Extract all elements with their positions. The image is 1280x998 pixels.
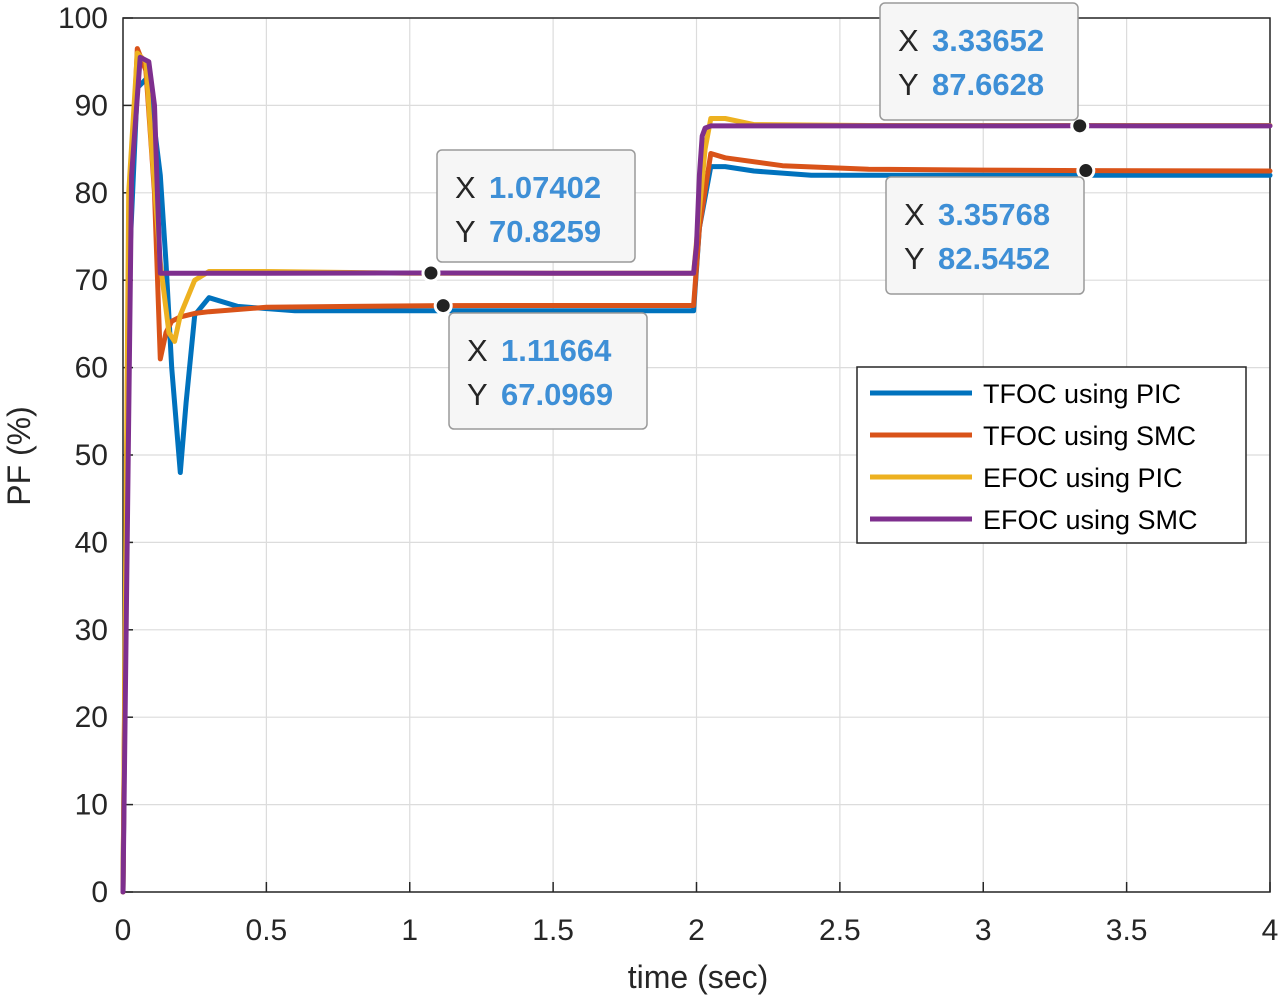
datatip-x-value: 1.11664 xyxy=(501,333,612,368)
x-tick-label: 0.5 xyxy=(246,914,288,947)
datatip: X 3.35768 Y 82.5452 xyxy=(885,176,1085,295)
datatip-y-key: Y xyxy=(904,241,925,276)
datatip-marker xyxy=(433,296,453,316)
x-axis-label: time (sec) xyxy=(628,959,768,995)
datatip-marker xyxy=(1070,116,1090,136)
y-tick-label: 30 xyxy=(75,614,108,647)
y-tick-label: 60 xyxy=(75,352,108,385)
datatip-box xyxy=(885,176,1085,295)
datatip-marker xyxy=(1076,161,1096,181)
legend: TFOC using PIC TFOC using SMC EFOC using… xyxy=(856,366,1247,544)
datatip-x-value: 1.07402 xyxy=(489,170,601,205)
datatip-markers xyxy=(421,116,1096,316)
y-tick-label: 70 xyxy=(75,264,108,297)
datatip-y-value: 87.6628 xyxy=(932,67,1044,102)
datatips: X 1.07402 Y 70.8259 X 1.11664 Y 67.0969 X 3.33652… xyxy=(436,2,1085,430)
x-tick-label: 1.5 xyxy=(532,914,574,947)
series-lines xyxy=(120,46,1273,895)
datatip: X 1.11664 Y 67.0969 xyxy=(448,312,648,430)
x-axis: 0 0.5 1 1.5 2 2.5 3 3.5 4 xyxy=(115,882,1279,947)
y-tick-label: 10 xyxy=(75,789,108,822)
y-axis-label: PF (%) xyxy=(1,406,37,506)
datatip-marker xyxy=(421,263,441,283)
datatip: X 1.07402 Y 70.8259 xyxy=(436,149,636,263)
y-tick-label: 0 xyxy=(91,876,108,909)
legend-label-efoc-pic: EFOC using PIC xyxy=(983,463,1183,493)
datatip-box xyxy=(879,2,1079,121)
series-line-3 xyxy=(120,54,1273,895)
datatip-y-value: 70.8259 xyxy=(489,214,601,249)
y-tick-label: 20 xyxy=(75,701,108,734)
legend-label-tfoc-pic: TFOC using PIC xyxy=(983,379,1181,409)
y-axis: 0 10 20 30 40 50 60 70 80 90 100 xyxy=(58,2,133,909)
legend-box xyxy=(856,366,1247,544)
y-tick-label: 100 xyxy=(58,2,108,35)
legend-label-efoc-smc: EFOC using SMC xyxy=(983,505,1198,535)
datatip-y-value: 67.0969 xyxy=(501,377,613,412)
datatip-y-key: Y xyxy=(455,214,476,249)
datatip-x-key: X xyxy=(898,23,919,58)
x-tick-label: 1 xyxy=(401,914,418,947)
datatip-x-key: X xyxy=(904,197,925,232)
datatip: X 3.33652 Y 87.6628 xyxy=(879,2,1079,121)
datatip-y-key: Y xyxy=(898,67,919,102)
y-tick-label: 40 xyxy=(75,526,108,559)
x-tick-label: 2.5 xyxy=(819,914,861,947)
x-tick-label: 2 xyxy=(688,914,705,947)
datatip-x-key: X xyxy=(455,170,476,205)
y-tick-label: 90 xyxy=(75,89,108,122)
x-tick-label: 0 xyxy=(115,914,132,947)
y-tick-label: 50 xyxy=(75,439,108,472)
datatip-x-key: X xyxy=(467,333,488,368)
datatip-y-value: 82.5452 xyxy=(938,241,1050,276)
x-tick-label: 3.5 xyxy=(1106,914,1148,947)
datatip-y-key: Y xyxy=(467,377,488,412)
x-tick-label: 4 xyxy=(1262,914,1279,947)
datatip-box xyxy=(436,149,636,263)
datatip-x-value: 3.33652 xyxy=(932,23,1044,58)
x-tick-label: 3 xyxy=(975,914,992,947)
legend-label-tfoc-smc: TFOC using SMC xyxy=(983,421,1196,451)
datatip-box xyxy=(448,312,648,430)
y-tick-label: 80 xyxy=(75,177,108,210)
datatip-x-value: 3.35768 xyxy=(938,197,1050,232)
